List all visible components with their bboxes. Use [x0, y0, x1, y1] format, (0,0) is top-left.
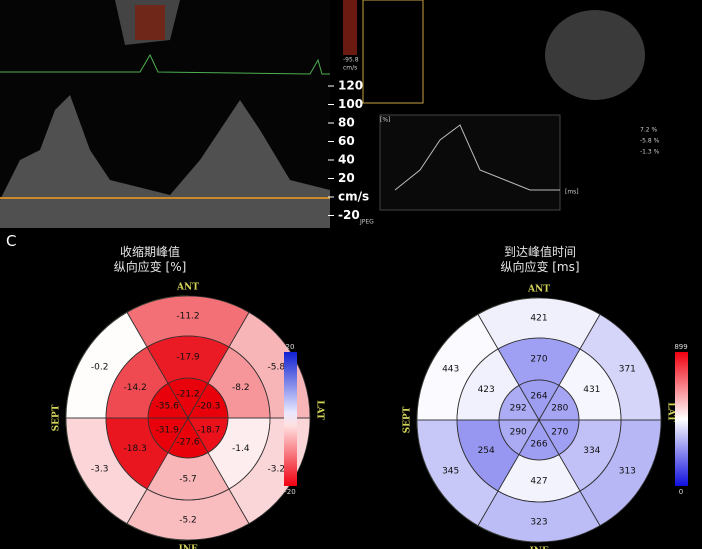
doppler-spectrum: [0, 95, 330, 228]
plot-subtitle: 纵向应变 [ms]: [500, 259, 579, 274]
color-flow: [135, 5, 165, 40]
segment-value: 270: [530, 355, 547, 365]
logo: JPEG: [359, 219, 374, 226]
frame: [362, 0, 424, 104]
segment-value: 313: [619, 467, 636, 477]
label-lat: LAT: [315, 400, 325, 420]
segment-value: 323: [530, 518, 547, 528]
plot-title: 到达峰值时间: [504, 244, 576, 259]
segment-value: -35.6: [156, 402, 180, 412]
tick-label: 100: [338, 97, 363, 111]
tick-label: cm/s: [338, 190, 369, 204]
segment-value: 334: [583, 446, 600, 456]
label-inf: INF: [530, 547, 549, 549]
segment-value: 264: [530, 392, 547, 402]
segment-value: -31.9: [156, 426, 180, 436]
tick-label: 120: [338, 79, 363, 93]
segment-value: -3.2: [268, 465, 286, 475]
tick-label: 20: [338, 171, 355, 185]
tick-label: 40: [338, 153, 355, 167]
strain-curve: [394, 124, 560, 191]
segment-value: 345: [442, 467, 459, 477]
segment-value: -5.2: [179, 516, 197, 526]
tick-label: -20: [338, 208, 360, 222]
readout: -1.3 %: [640, 149, 660, 156]
segment-value: 427: [530, 477, 547, 487]
colorbar-min: -20: [284, 488, 295, 496]
segment-value: 371: [619, 365, 636, 375]
plot-subtitle: 纵向应变 [%]: [114, 259, 187, 274]
segment-value: 266: [530, 440, 547, 450]
plot-title: 收缩期峰值: [120, 244, 180, 259]
segment-value: -14.2: [124, 383, 147, 393]
segment-value: -18.3: [124, 444, 147, 454]
segment-value: 270: [551, 428, 568, 438]
segment-value: 292: [510, 404, 527, 414]
colorbar-max: 20: [286, 343, 295, 351]
panel-label: C: [6, 232, 16, 250]
segment-value: -11.2: [176, 312, 199, 322]
segment-value: -0.2: [91, 363, 109, 373]
segment-value: -17.9: [176, 353, 200, 363]
segment-value: -3.3: [91, 465, 109, 475]
strain-chart: [379, 114, 561, 211]
segment-value: -27.6: [176, 438, 200, 448]
label-inf: INF: [179, 545, 198, 549]
segment-value: 443: [442, 365, 459, 375]
segment: [65, 311, 148, 419]
segment-value: -20.3: [197, 402, 220, 412]
segment-value: 254: [478, 446, 495, 456]
segment-value: 423: [478, 385, 495, 395]
label-sept: SEPT: [403, 406, 413, 433]
scale-top: -95.8: [343, 57, 359, 64]
readout: -5.8 %: [640, 138, 660, 145]
label-ant: ANT: [176, 283, 199, 293]
segment-value: 431: [583, 385, 600, 395]
segment-value: 421: [530, 314, 547, 324]
segment-value: -5.8: [268, 363, 286, 373]
velocity-scale: [343, 0, 357, 55]
tick-label: 60: [338, 134, 355, 148]
ecg-trace: [0, 53, 330, 75]
label-sept: SEPT: [52, 404, 62, 431]
label-lat: LAT: [666, 402, 676, 422]
tick-label: 80: [338, 116, 355, 130]
y-unit: [%]: [380, 117, 390, 124]
segment-value: -8.2: [232, 383, 250, 393]
segment-value: -5.7: [179, 475, 197, 485]
segment-value: -21.2: [176, 390, 199, 400]
colorbar: [284, 352, 297, 486]
scale-unit: cm/s: [343, 65, 357, 72]
segment-value: 280: [551, 404, 568, 414]
colorbar-min: 0: [679, 488, 683, 496]
echo-image: [545, 10, 645, 100]
segment: [416, 313, 499, 421]
label-ant: ANT: [527, 285, 550, 295]
segment-value: 290: [510, 428, 527, 438]
colorbar-max: 899: [674, 343, 687, 351]
segment-value: -1.4: [232, 444, 250, 454]
segment-value: -18.7: [197, 426, 220, 436]
x-unit: [ms]: [565, 189, 579, 196]
readout: 7.2 %: [640, 127, 657, 134]
colorbar: [675, 352, 688, 486]
